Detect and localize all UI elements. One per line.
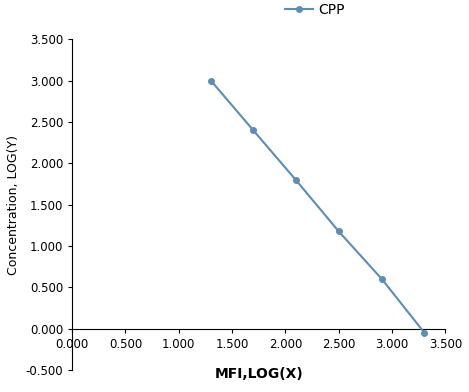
X-axis label: MFI,LOG(X): MFI,LOG(X) [214, 367, 303, 381]
CPP [379, 277, 385, 281]
CPP [336, 229, 341, 234]
Y-axis label: Concentration, LOG(Y): Concentration, LOG(Y) [7, 135, 20, 275]
CPP [293, 178, 299, 182]
CPP [250, 128, 256, 133]
Line: CPP: CPP [208, 78, 427, 335]
CPP [208, 78, 214, 83]
CPP [421, 330, 427, 335]
Legend: CPP: CPP [285, 3, 345, 17]
